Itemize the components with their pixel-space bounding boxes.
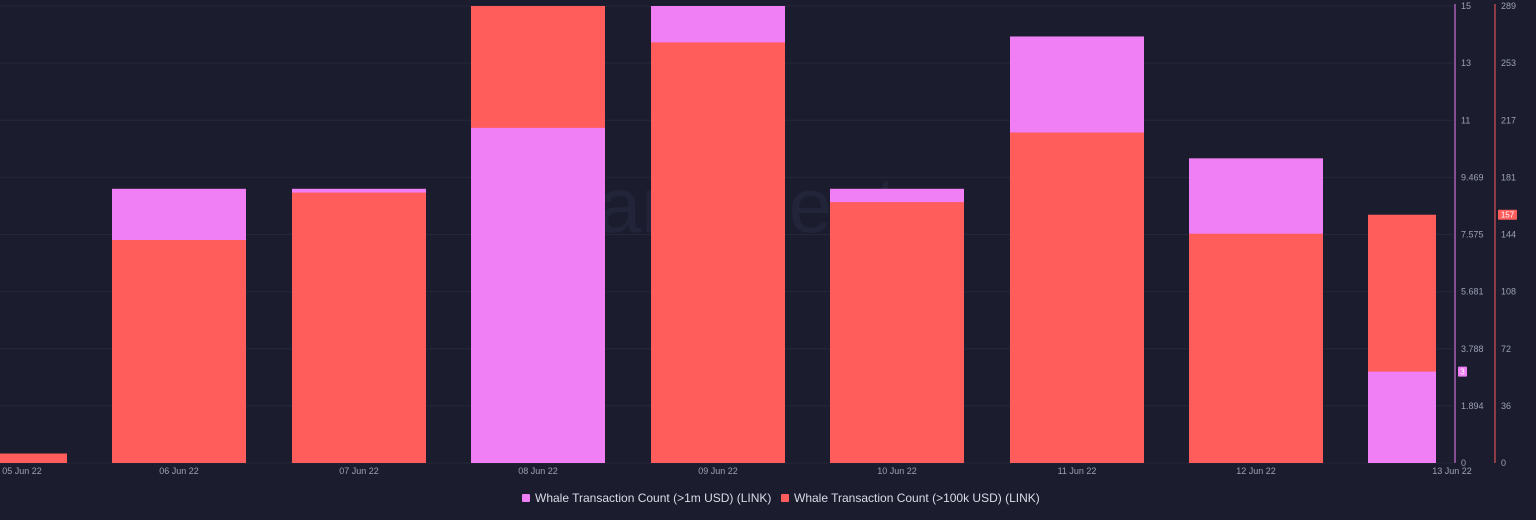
right-axis-tick-label: 72 — [1501, 344, 1511, 354]
bar-100k-usd — [651, 42, 785, 464]
bar-100k-usd — [1010, 132, 1144, 463]
left-axis-tick-label: 11 — [1461, 115, 1470, 125]
x-axis-tick-label: 05 Jun 22 — [2, 466, 42, 476]
x-axis-tick-label: 13 Jun 22 — [1432, 466, 1472, 476]
left-axis-tick-label: 3.788 — [1461, 344, 1484, 354]
legend-label[interactable]: Whale Transaction Count (>100k USD) (LIN… — [794, 491, 1040, 505]
right-axis-tick-label: 36 — [1501, 401, 1511, 411]
left-axis-tick-label: 13 — [1461, 58, 1471, 68]
right-axis-tick-label: 108 — [1501, 287, 1516, 297]
bar-100k-usd — [292, 192, 426, 463]
left-axis-current-value: 3 — [1460, 368, 1465, 377]
right-axis-current-value-badge — [1498, 209, 1517, 220]
x-axis-tick-label: 10 Jun 22 — [877, 466, 917, 476]
left-axis-current-value-badge — [1458, 366, 1467, 377]
bar-100k-usd — [830, 202, 964, 463]
right-axis-tick-label: 144 — [1501, 230, 1516, 240]
bar-1m-usd — [471, 127, 605, 463]
right-axis-tick-label: 253 — [1501, 58, 1516, 68]
x-axis-tick-label: 11 Jun 22 — [1058, 466, 1097, 476]
x-axis-tick-label: 12 Jun 22 — [1236, 466, 1276, 476]
right-axis-tick-label: 217 — [1501, 115, 1516, 125]
legend[interactable]: Whale Transaction Count (>1m USD) (LINK)… — [522, 491, 1040, 505]
right-axis-tick-label: 181 — [1501, 172, 1516, 182]
left-axis-tick-label: 5.681 — [1461, 287, 1484, 297]
right-axis-tick-label: 289 — [1501, 1, 1516, 11]
bar-100k-usd — [112, 240, 246, 463]
x-axis-tick-label: 06 Jun 22 — [159, 466, 199, 476]
right-axis-tick-label: 0 — [1501, 458, 1506, 468]
bar-100k-usd — [1189, 233, 1323, 463]
bar-1m-usd — [1368, 371, 1436, 463]
left-axis-tick-label: 9.469 — [1461, 172, 1484, 182]
x-axis-tick-label: 08 Jun 22 — [518, 466, 558, 476]
x-axis-labels: 05 Jun 22 06 Jun 22 07 Jun 22 08 Jun 22 09 J… — [2, 466, 1472, 476]
x-axis-tick-label: 09 Jun 22 — [698, 466, 738, 476]
bar-100k-usd — [0, 453, 67, 463]
legend-swatch[interactable] — [781, 494, 789, 502]
left-axis-tick-label: 1.894 — [1461, 401, 1484, 411]
legend-swatch[interactable] — [522, 494, 530, 502]
y-axes: 0 1.894 3.788 5.681 7.575 9.469 11 13 15 0 36 72 108… — [1454, 1, 1517, 468]
left-axis-tick-label: 7.575 — [1461, 230, 1484, 240]
x-axis-tick-label: 07 Jun 22 — [339, 466, 379, 476]
bars — [0, 6, 1436, 464]
left-axis-tick-label: 0 — [1461, 458, 1466, 468]
left-axis-tick-label: 15 — [1461, 1, 1471, 11]
legend-label[interactable]: Whale Transaction Count (>1m USD) (LINK) — [535, 491, 771, 505]
right-axis-current-value: 157 — [1501, 211, 1515, 220]
